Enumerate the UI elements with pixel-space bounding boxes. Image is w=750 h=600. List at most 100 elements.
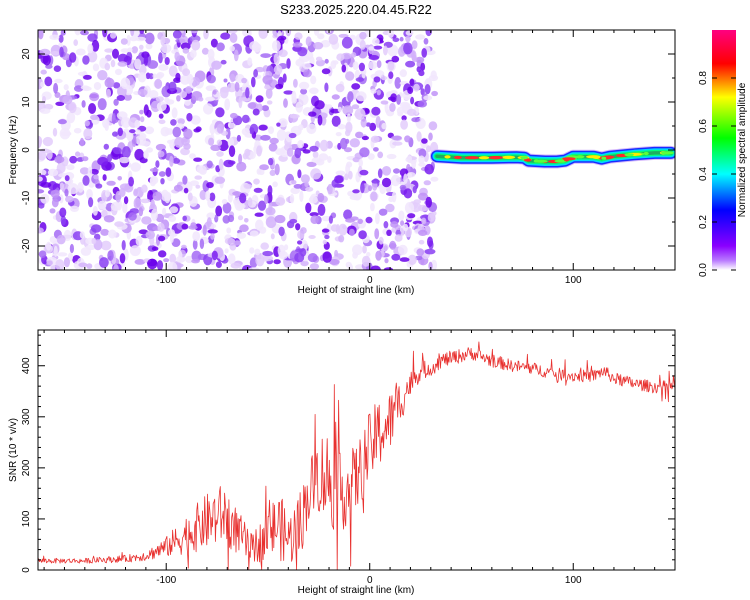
noise-blob bbox=[402, 223, 409, 232]
noise-blob bbox=[416, 248, 425, 256]
noise-blob bbox=[79, 167, 90, 175]
noise-blob bbox=[171, 238, 181, 248]
noise-blob bbox=[261, 105, 269, 112]
snr-panel: -100 0 100 0 100 200 300 400 Height of straigh… bbox=[8, 329, 676, 596]
colorbar-ticks: 0.0 0.2 0.4 0.6 0.8 bbox=[698, 71, 736, 277]
noise-blob bbox=[46, 149, 53, 160]
noise-blob bbox=[107, 229, 117, 239]
noise-blob bbox=[90, 114, 99, 121]
noise-blob bbox=[158, 250, 167, 258]
noise-blob bbox=[306, 161, 317, 167]
noise-blob bbox=[78, 262, 88, 268]
noise-blob bbox=[264, 194, 269, 205]
noise-blob bbox=[131, 46, 138, 54]
noise-blob bbox=[383, 267, 394, 270]
noise-blob bbox=[209, 192, 216, 202]
noise-blob bbox=[227, 137, 235, 148]
noise-blob bbox=[47, 168, 59, 177]
noise-blob bbox=[59, 194, 64, 204]
noise-blob bbox=[95, 183, 103, 189]
noise-blob bbox=[186, 112, 193, 122]
noise-blob bbox=[315, 56, 323, 62]
noise-blob bbox=[38, 30, 44, 40]
noise-blob bbox=[220, 32, 231, 40]
noise-blob bbox=[310, 75, 317, 85]
noise-blob bbox=[334, 249, 339, 258]
noise-blob bbox=[377, 151, 384, 159]
noise-blob bbox=[66, 111, 76, 124]
noise-blob bbox=[160, 178, 165, 185]
spectrogram-signal-track bbox=[429, 145, 675, 169]
noise-blob bbox=[271, 40, 281, 52]
noise-blob bbox=[286, 58, 291, 69]
noise-blob bbox=[110, 59, 116, 68]
noise-blob bbox=[253, 187, 263, 193]
noise-blob bbox=[40, 182, 52, 188]
noise-blob bbox=[182, 68, 191, 76]
noise-blob bbox=[191, 80, 198, 87]
y-tick-label: -10 bbox=[21, 190, 32, 205]
noise-blob bbox=[273, 259, 281, 265]
noise-blob bbox=[171, 107, 178, 119]
noise-blob bbox=[241, 127, 250, 136]
noise-blob bbox=[423, 95, 433, 101]
noise-blob bbox=[38, 227, 44, 234]
noise-blob bbox=[366, 252, 371, 257]
noise-blob bbox=[70, 205, 79, 212]
noise-blob bbox=[428, 132, 433, 141]
noise-blob bbox=[390, 174, 401, 187]
noise-blob bbox=[201, 47, 209, 55]
x-tick-label: -100 bbox=[156, 575, 176, 586]
noise-blob bbox=[38, 250, 47, 258]
noise-blob bbox=[180, 42, 191, 50]
noise-blob bbox=[57, 252, 68, 257]
noise-blob bbox=[375, 250, 382, 261]
noise-blob bbox=[289, 193, 295, 204]
noise-blob bbox=[80, 247, 92, 256]
noise-blob bbox=[390, 221, 399, 228]
noise-blob bbox=[183, 128, 193, 140]
noise-blob bbox=[100, 240, 112, 251]
signal-peak bbox=[523, 158, 532, 162]
noise-blob bbox=[69, 243, 74, 254]
noise-blob bbox=[328, 259, 340, 265]
noise-blob bbox=[82, 55, 90, 65]
noise-blob bbox=[423, 38, 429, 45]
noise-blob bbox=[370, 191, 378, 202]
noise-blob bbox=[376, 89, 381, 96]
noise-blob bbox=[117, 53, 128, 63]
noise-blob bbox=[55, 259, 65, 270]
noise-blob bbox=[190, 30, 198, 34]
noise-blob bbox=[166, 139, 173, 144]
noise-blob bbox=[90, 224, 102, 233]
noise-blob bbox=[268, 157, 274, 166]
noise-blob bbox=[313, 42, 324, 50]
noise-blob bbox=[134, 58, 142, 70]
noise-blob bbox=[86, 189, 93, 200]
noise-blob bbox=[164, 193, 171, 204]
noise-blob bbox=[381, 177, 392, 188]
noise-blob bbox=[274, 214, 286, 224]
noise-blob bbox=[206, 74, 216, 84]
noise-blob bbox=[230, 112, 238, 119]
spectrogram-y-axis-label: Frequency (Hz) bbox=[8, 116, 19, 185]
noise-blob bbox=[341, 36, 353, 49]
noise-blob bbox=[403, 42, 413, 55]
noise-blob bbox=[144, 32, 155, 45]
noise-blob bbox=[63, 229, 72, 242]
noise-blob bbox=[233, 240, 242, 246]
noise-blob bbox=[138, 207, 144, 217]
noise-blob bbox=[381, 166, 392, 176]
noise-blob bbox=[278, 226, 285, 237]
noise-blob bbox=[42, 136, 54, 147]
noise-blob bbox=[169, 253, 177, 264]
noise-blob bbox=[87, 43, 94, 54]
noise-blob bbox=[278, 118, 288, 128]
noise-blob bbox=[368, 185, 372, 192]
noise-blob bbox=[228, 145, 236, 157]
noise-blob bbox=[388, 196, 394, 203]
y-tick-label: 300 bbox=[21, 408, 32, 425]
noise-blob bbox=[423, 180, 431, 186]
noise-blob bbox=[413, 83, 420, 92]
noise-blob bbox=[272, 181, 278, 188]
